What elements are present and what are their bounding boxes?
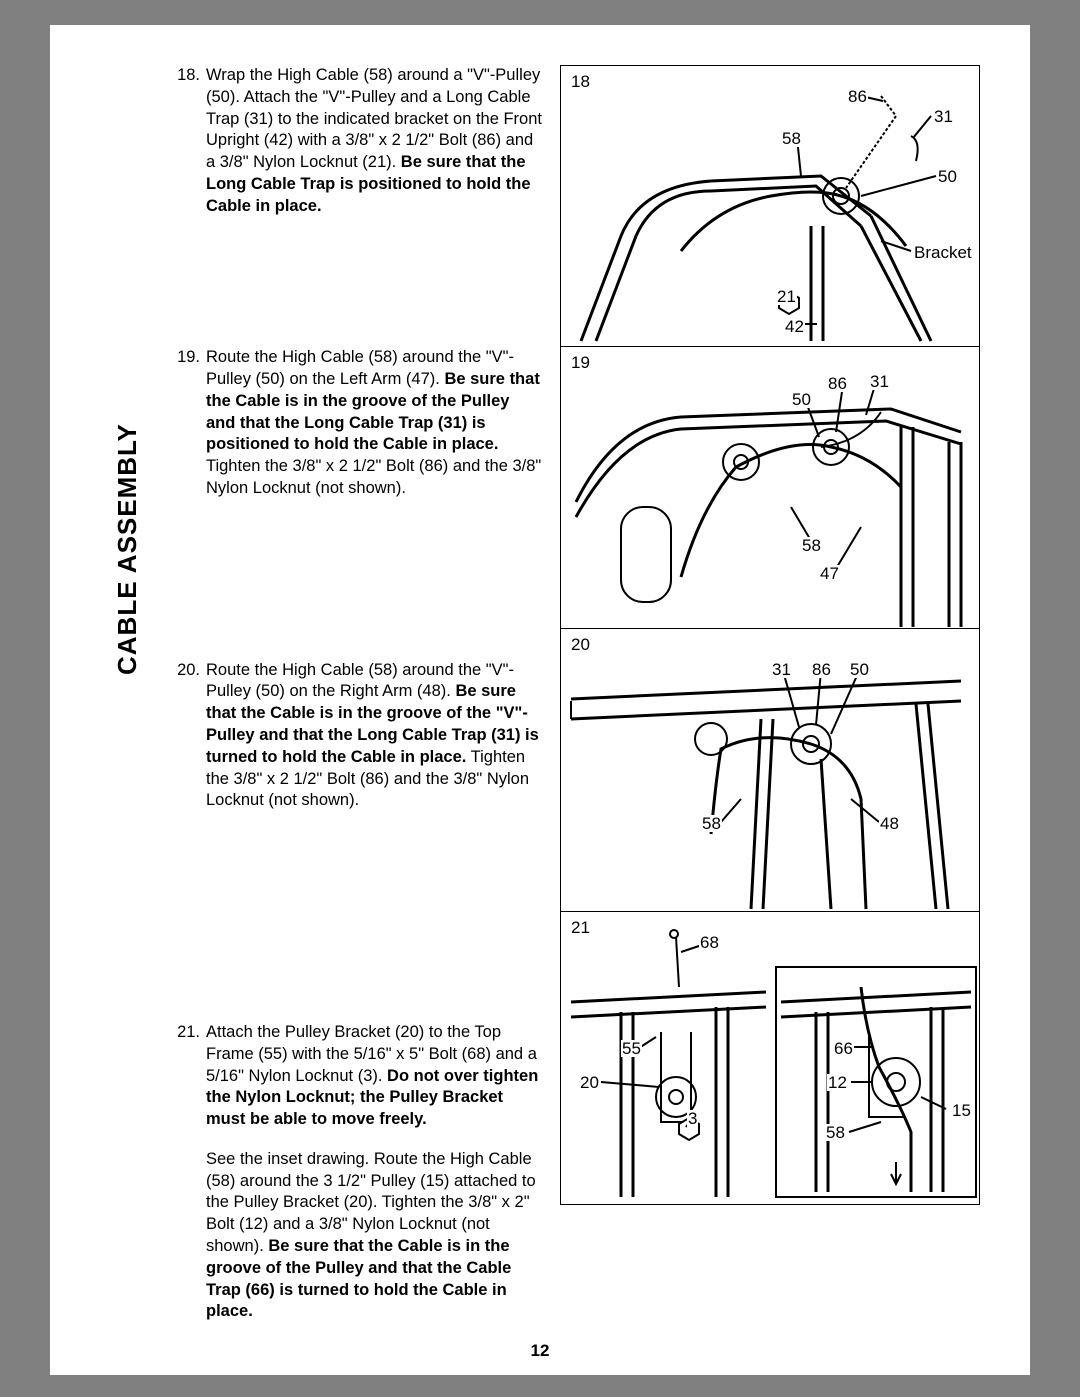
panel-label: 21 [571,918,590,938]
callout: 3 [687,1110,698,1127]
step-number: 20. [172,660,206,812]
text: Tighten the 3/8" x 2 1/2" Bolt (86) and … [206,457,541,497]
callout: 31 [771,661,792,678]
callout: 55 [621,1040,642,1057]
step-20: 20. Route the High Cable (58) around the… [172,660,542,812]
callout: 86 [811,661,832,678]
diagram-svg [561,912,979,1204]
callout: 47 [819,565,840,582]
callout: 86 [847,88,868,105]
callout: 50 [849,661,870,678]
callout: 58 [781,130,802,147]
step-19: 19. Route the High Cable (58) around the… [172,347,542,499]
diagram-panel-21: 21 [560,911,980,1205]
step-text: Wrap the High Cable (58) around a "V"-Pu… [206,65,542,217]
panel-label: 20 [571,635,590,655]
step-18: 18. Wrap the High Cable (58) around a "V… [172,65,542,217]
step-text: Route the High Cable (58) around the "V"… [206,660,542,812]
diagram-panel-20: 20 [560,628,980,912]
panel-label: 18 [571,72,590,92]
callout: 50 [937,168,958,185]
callout: 15 [951,1102,972,1119]
section-title-vertical: CABLE ASSEMBLY [112,423,143,675]
step-text: Route the High Cable (58) around the "V"… [206,347,542,499]
callout: 58 [801,537,822,554]
manual-page: CABLE ASSEMBLY 18. Wrap the High Cable (… [50,25,1030,1375]
step-number: 18. [172,65,206,217]
callout: 66 [833,1040,854,1057]
callout: 12 [827,1074,848,1091]
callout: 58 [825,1124,846,1141]
callout: 21 [776,288,797,305]
step-number: 21. [172,1022,206,1323]
diagram-panel-19: 19 [560,346,980,630]
step-number: 19. [172,347,206,499]
diagram-svg [561,629,979,911]
diagram-svg [561,66,979,346]
step-21: 21. Attach the Pulley Bracket (20) to th… [172,1022,542,1323]
callout: 58 [701,815,722,832]
callout: 31 [869,373,890,390]
diagram-svg [561,347,979,629]
panel-label: 19 [571,353,590,373]
callout: 50 [791,391,812,408]
callout: 31 [933,108,954,125]
step-text: Attach the Pulley Bracket (20) to the To… [206,1022,542,1323]
callout: 86 [827,375,848,392]
callout: 42 [784,318,805,335]
diagram-column: 18 [560,65,980,1205]
diagram-panel-18: 18 [560,65,980,347]
instruction-column: 18. Wrap the High Cable (58) around a "V… [172,65,542,1341]
callout: 20 [579,1074,600,1091]
page-number: 12 [50,1341,1030,1361]
callout: Bracket [913,244,973,261]
callout: 68 [699,934,720,951]
callout: 48 [879,815,900,832]
